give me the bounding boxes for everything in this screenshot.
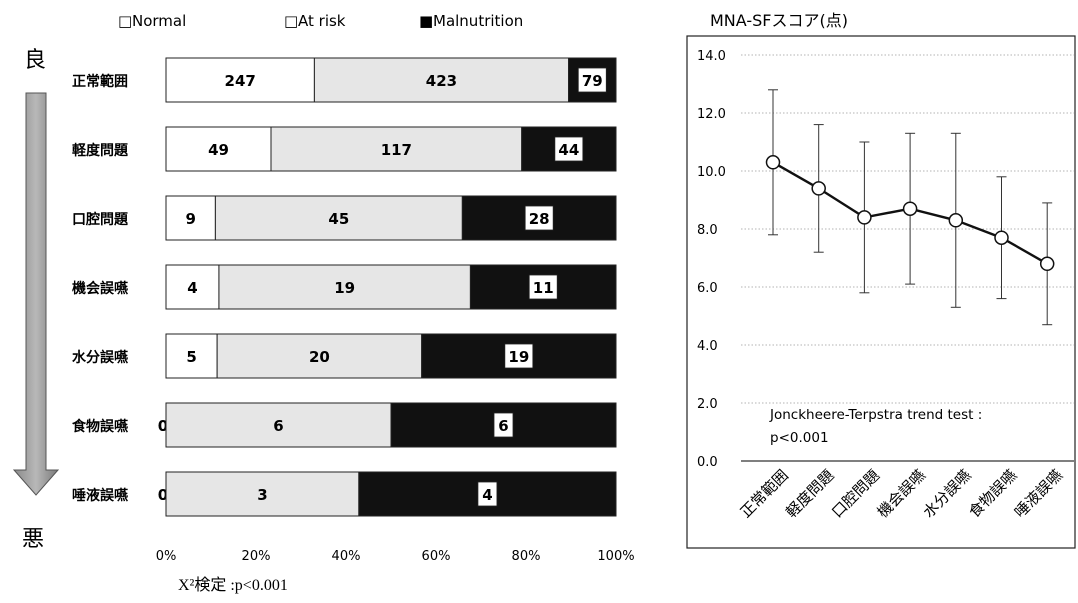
- data-point-cat-7: [1039, 256, 1055, 272]
- x-tick-label-5: 100%: [597, 549, 634, 564]
- data-label-cat-5-normal: 5: [186, 348, 196, 366]
- data-label-cat-3-malnutrition: 28: [529, 210, 550, 228]
- y-tick-label-5: 10.0: [697, 165, 726, 180]
- data-label-box-cat-6: [493, 412, 514, 438]
- bar-segment-cat-4-malnutrition: [469, 264, 617, 310]
- bar-segment-cat-5-at-risk: [216, 333, 423, 379]
- data-label-box-cat-2: [554, 136, 584, 162]
- bar-segment-cat-6-at-risk: [165, 402, 392, 448]
- bar-segment-cat-3-normal: [165, 195, 216, 241]
- good-marker: 良: [24, 48, 46, 73]
- y-tick-label-4: 8.0: [697, 223, 718, 238]
- bar-category-label-cat-3: 口腔問題: [72, 211, 129, 228]
- x-tick-label-0: 0%: [156, 549, 177, 564]
- x-tick-label-1: 20%: [242, 549, 271, 564]
- data-label-cat-2-normal: 49: [208, 141, 229, 159]
- data-label-box-cat-5: [504, 343, 534, 369]
- x-tick-label-2: 40%: [332, 549, 361, 564]
- bar-category-label-cat-7: 唾液誤嚥: [72, 487, 128, 504]
- bar-segment-cat-4-at-risk: [218, 264, 471, 310]
- bar-category-label-cat-2: 軽度問題: [72, 142, 129, 159]
- data-label-cat-3-at-risk: 45: [328, 210, 349, 228]
- bar-segment-cat-7-at-risk: [165, 471, 360, 517]
- data-point-cat-1: [765, 155, 781, 170]
- data-label-cat-7-normal: 0: [158, 486, 168, 504]
- data-label-cat-6-at-risk: 6: [273, 417, 283, 435]
- bar-segment-cat-2-normal: [165, 126, 272, 172]
- stacked-bar-plot: 247 423 79 49 117 44 9 45 28 4 19 11 5 20 19 0 6 6 0 3 4: [158, 57, 617, 517]
- bad-marker: 悪: [22, 527, 44, 552]
- bar-segment-cat-4-normal: [165, 264, 220, 310]
- data-label-cat-7-malnutrition: 4: [482, 486, 492, 504]
- y-tick-label-7: 14.0: [697, 49, 726, 64]
- data-point-cat-3: [857, 210, 872, 225]
- data-label-cat-6-normal: 0: [158, 417, 168, 435]
- data-label-cat-3-normal: 9: [185, 210, 195, 228]
- data-label-cat-1-malnutrition: 79: [582, 72, 603, 90]
- data-label-cat-4-at-risk: 19: [334, 279, 355, 297]
- trend-test-annotation-line1: Jonckheere-Terpstra trend test :: [769, 407, 982, 423]
- data-point-cat-2: [811, 181, 826, 196]
- data-label-cat-6-malnutrition: 6: [498, 417, 508, 435]
- y-tick-label-1: 2.0: [697, 397, 718, 412]
- trend-test-annotation-line2: p<0.001: [770, 430, 829, 446]
- data-label-box-cat-7: [477, 481, 498, 507]
- bar-category-label-cat-1: 正常範囲: [72, 73, 128, 90]
- right-chart-frame: [686, 35, 1076, 549]
- left-legend: Normal □ At risk □ Malnutrition ■: [118, 12, 523, 30]
- right-chart-title: MNA-SFスコア(点): [710, 11, 848, 30]
- bar-segment-cat-3-at-risk: [214, 195, 463, 241]
- data-label-cat-4-malnutrition: 11: [533, 279, 554, 297]
- bar-category-label-cat-5: 水分誤嚥: [72, 349, 128, 366]
- y-gridlines: [741, 54, 1074, 462]
- bar-segment-cat-1-normal: [165, 57, 315, 103]
- data-label-cat-1-normal: 247: [225, 72, 256, 90]
- data-label-cat-5-at-risk: 20: [309, 348, 330, 366]
- x-tick-label-4: 80%: [512, 549, 541, 564]
- x-tick-label-3: 60%: [422, 549, 451, 564]
- data-label-cat-1-at-risk: 423: [426, 72, 457, 90]
- data-label-box-cat-4: [528, 274, 558, 300]
- x-axis-ticks: 0% 20% 40% 60% 80% 100%: [156, 549, 635, 564]
- data-point-cat-6: [994, 230, 1009, 245]
- legend-at-risk-label: At risk: [298, 12, 346, 30]
- data-point-cat-4: [902, 201, 918, 216]
- down-arrow: [12, 92, 60, 496]
- bar-segment-cat-5-normal: [165, 333, 218, 379]
- bar-category-label-cat-6: 食物誤嚥: [72, 418, 128, 435]
- legend-malnutrition-label: Malnutrition: [433, 12, 523, 30]
- legend-malnutrition-symbol: ■: [419, 12, 433, 30]
- legend-at-risk-symbol: □: [284, 12, 298, 30]
- data-label-cat-2-at-risk: 117: [381, 141, 412, 159]
- data-label-box-cat-1: [577, 67, 607, 93]
- data-label-cat-2-malnutrition: 44: [558, 141, 579, 159]
- data-label-cat-7-at-risk: 3: [257, 486, 267, 504]
- y-tick-label-2: 4.0: [697, 339, 718, 354]
- y-tick-label-3: 6.0: [697, 281, 718, 296]
- y-tick-label-6: 12.0: [697, 107, 726, 122]
- y-tick-label-0: 0.0: [697, 455, 718, 470]
- data-point-cat-5: [948, 213, 964, 228]
- chi-square-footnote: X²検定 :p<0.001: [178, 576, 288, 594]
- legend-normal-label: Normal: [132, 12, 186, 30]
- bar-segment-cat-2-at-risk: [270, 126, 523, 172]
- y-axis-ticks: 0.0 2.0 4.0 6.0 8.0 10.0 12.0 14.0: [697, 49, 726, 470]
- legend-normal-symbol: □: [118, 12, 132, 30]
- bar-category-label-cat-4: 機会誤嚥: [72, 280, 128, 297]
- data-label-cat-5-malnutrition: 19: [508, 348, 529, 366]
- mna-points: [765, 155, 1055, 272]
- bar-segment-cat-1-at-risk: [313, 57, 570, 103]
- data-label-box-cat-3: [524, 205, 554, 231]
- data-label-cat-4-normal: 4: [187, 279, 197, 297]
